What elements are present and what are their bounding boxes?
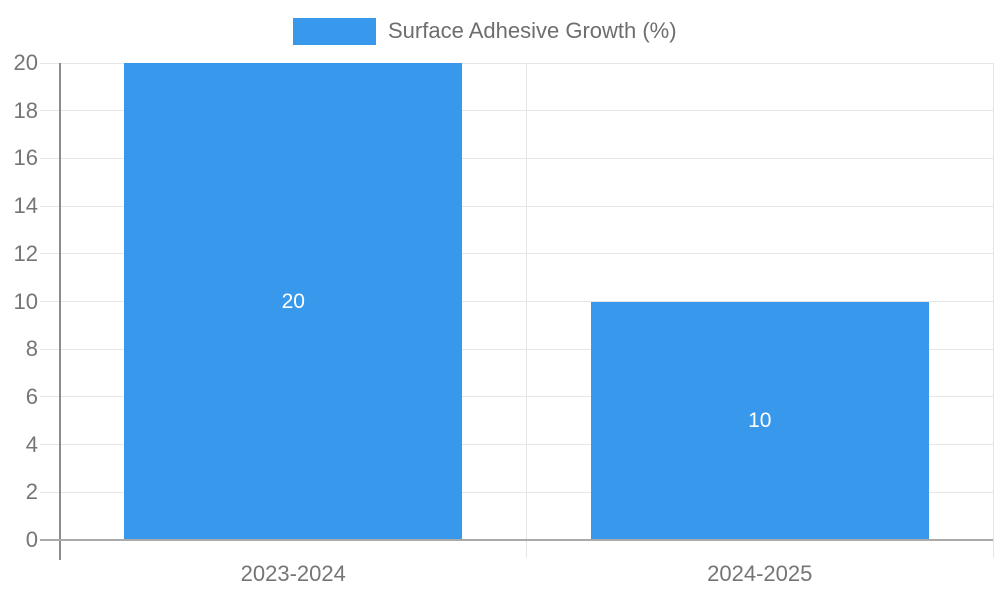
y-tick-label: 6 [25,383,38,409]
column-gridline [992,63,994,558]
x-tick-label: 2023-2024 [240,561,346,586]
zero-gridline [40,539,993,541]
legend-swatch [293,17,376,45]
x-tick-label: 2024-2025 [707,561,813,586]
y-tick-label: 14 [13,193,38,219]
bar-value-label: 10 [748,408,772,432]
y-gridline [40,62,993,64]
y-gridline [40,205,993,207]
bar [590,301,929,540]
y-tick-label: 16 [13,145,38,171]
legend-label: Surface Adhesive Growth (%) [388,18,677,43]
y-gridline [40,253,993,255]
y-gridline [40,157,993,159]
y-gridline [40,301,993,302]
legend: Surface Adhesive Growth (%) [293,17,677,45]
y-tick-label: 2 [25,479,38,505]
y-tick-label: 12 [13,240,38,266]
y-axis-line [59,63,61,560]
y-gridline [40,396,993,398]
bar [124,63,463,540]
y-tick-label: 8 [25,336,38,362]
y-tick-label: 10 [13,288,38,314]
y-gridline [40,110,993,112]
bar-value-label: 20 [281,289,305,313]
y-tick-label: 20 [13,50,38,75]
column-gridline [526,63,527,558]
y-tick-label: 4 [25,431,38,457]
y-gridline [40,444,993,446]
y-tick-label: 18 [13,97,38,123]
y-tick-label: 0 [25,527,38,552]
y-gridline [40,348,993,350]
y-gridline [40,491,993,493]
